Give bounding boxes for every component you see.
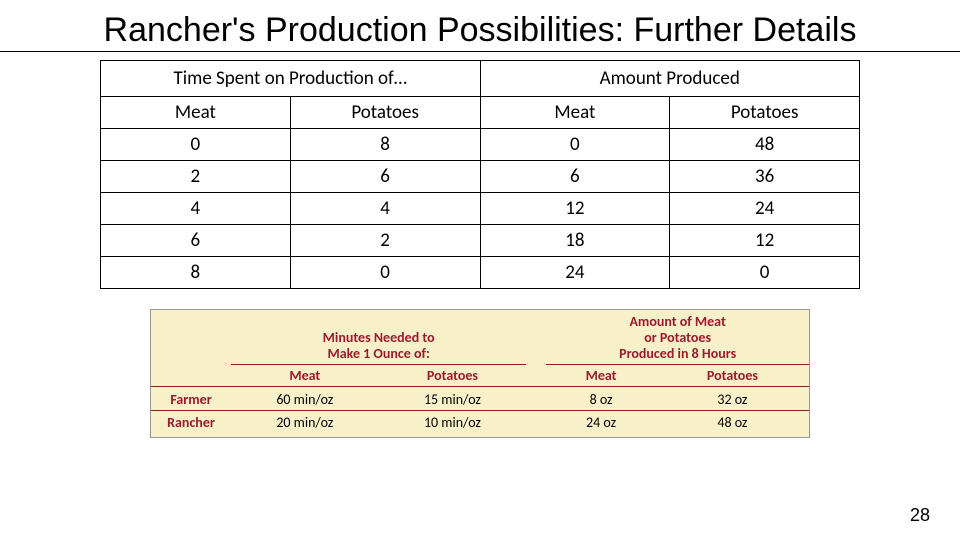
table-cell: 12 [480,192,670,224]
table-cell: 8 oz [546,389,656,411]
table-cell: 8 [101,256,291,288]
main-col-header: Potatoes [290,96,480,128]
table-cell: 2 [101,160,291,192]
table-cell: 0 [290,256,480,288]
sub-col-header: Meat [546,365,656,387]
table-cell: 48 [670,128,860,160]
sub-row-label: Rancher [151,412,231,433]
table-row: Rancher 20 min/oz 10 min/oz 24 oz 48 oz [151,412,809,433]
table-cell: 6 [101,224,291,256]
production-table: Time Spent on Production of… Amount Prod… [100,60,860,289]
table-row: 6 2 18 12 [101,224,860,256]
main-group-header: Time Spent on Production of… [101,60,481,96]
table-row: 0 8 0 48 [101,128,860,160]
table-cell: 20 min/oz [231,412,379,433]
table-cell: 4 [101,192,291,224]
table-cell: 10 min/oz [379,412,527,433]
table-cell: 6 [480,160,670,192]
page-number: 28 [910,505,930,526]
table-cell: 24 [670,192,860,224]
table-cell: 36 [670,160,860,192]
table-cell: 0 [101,128,291,160]
table-cell: 2 [290,224,480,256]
sub-row-label: Farmer [151,389,231,411]
table-cell: 32 oz [656,389,809,411]
main-col-header: Meat [480,96,670,128]
table-cell: 12 [670,224,860,256]
table-cell: 60 min/oz [231,389,379,411]
table-row: 4 4 12 24 [101,192,860,224]
sub-col-header: Potatoes [379,365,527,387]
table-row: 2 6 6 36 [101,160,860,192]
main-col-header: Potatoes [670,96,860,128]
table-row: 8 0 24 0 [101,256,860,288]
reference-table: Minutes Needed toMake 1 Ounce of: Amount… [151,312,809,433]
table-cell: 8 [290,128,480,160]
sub-col-header: Potatoes [656,365,809,387]
table-cell: 48 oz [656,412,809,433]
table-cell: 0 [480,128,670,160]
sub-group-header: Amount of Meator PotatoesProduced in 8 H… [546,312,809,365]
sub-col-header: Meat [231,365,379,387]
table-cell: 24 [480,256,670,288]
table-cell: 0 [670,256,860,288]
main-col-header: Meat [101,96,291,128]
slide-title: Rancher's Production Possibilities: Furt… [0,0,960,52]
table-cell: 18 [480,224,670,256]
table-cell: 15 min/oz [379,389,527,411]
reference-table-wrap: Minutes Needed toMake 1 Ounce of: Amount… [150,309,810,438]
table-cell: 4 [290,192,480,224]
table-row: Farmer 60 min/oz 15 min/oz 8 oz 32 oz [151,389,809,411]
table-cell: 24 oz [546,412,656,433]
table-cell: 6 [290,160,480,192]
sub-group-header: Minutes Needed toMake 1 Ounce of: [231,312,526,365]
main-group-header: Amount Produced [480,60,860,96]
